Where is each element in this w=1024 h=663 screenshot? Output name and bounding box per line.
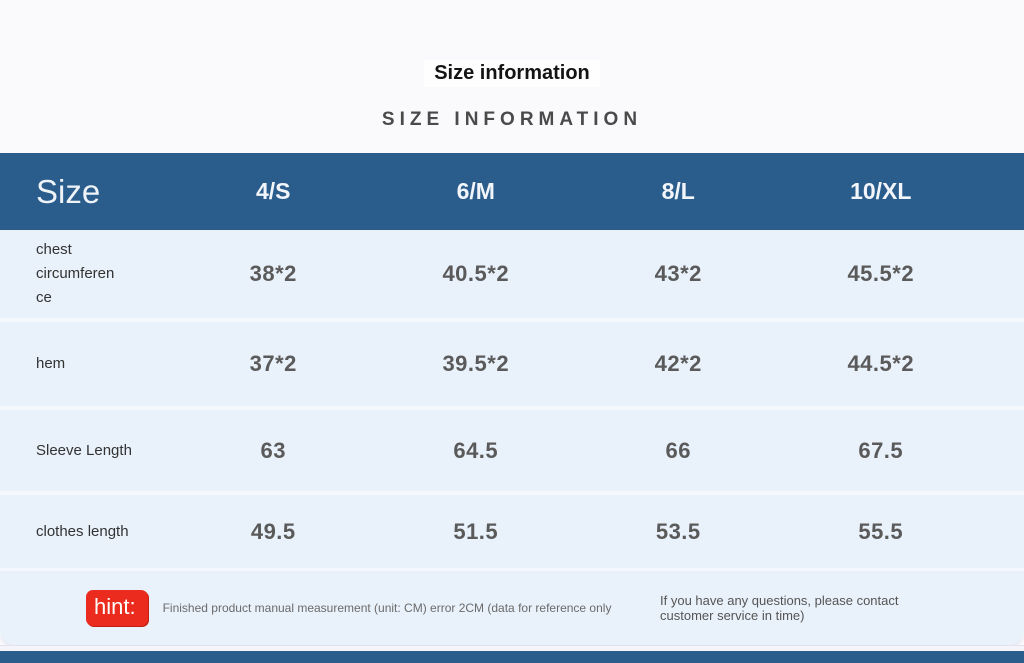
cell-chest-8l: 43*2 <box>654 261 702 286</box>
cell-sleeve-6m: 64.5 <box>453 437 499 463</box>
column-header-4s: 4/S <box>255 178 291 204</box>
cell-clothes-4s: 49.5 <box>250 518 296 544</box>
cell-chest-4s: 38*2 <box>249 261 297 286</box>
cell-sleeve-4s: 63 <box>260 437 286 463</box>
cell-sleeve-10xl: 67.5 <box>858 437 904 463</box>
row-label-chest: chest circumference <box>36 241 115 306</box>
hint-measurement-note: Finished product manual measurement (uni… <box>162 601 612 615</box>
page-title: Size information <box>424 60 600 87</box>
row-label-hem: hem <box>36 355 66 373</box>
cell-chest-6m: 40.5*2 <box>442 261 510 286</box>
size-header-label: Size <box>36 172 101 210</box>
cell-chest-10xl: 45.5*2 <box>847 261 915 286</box>
size-table: Size 4/S 6/M 8/L 10/XL chest circumferen… <box>0 153 1024 645</box>
cell-hem-6m: 39.5*2 <box>442 351 510 376</box>
column-header-6m: 6/M <box>456 178 495 204</box>
footer-accent-bar <box>0 651 1024 663</box>
column-header-10xl: 10/XL <box>850 178 912 204</box>
hint-badge: hint: <box>86 590 148 626</box>
hint-row: hint: Finished product manual measuremen… <box>0 571 1024 645</box>
row-label-clothes-length: clothes length <box>36 522 129 540</box>
cell-hem-4s: 37*2 <box>249 351 297 376</box>
table-row-clothes-length: clothes length 49.5 51.5 53.5 55.5 <box>0 495 1024 568</box>
column-header-8l: 8/L <box>661 178 695 204</box>
table-row-chest: chest circumference 38*2 40.5*2 43*2 45.… <box>0 230 1024 318</box>
table-row-hem: hem 37*2 39.5*2 42*2 44.5*2 <box>0 322 1024 406</box>
cell-hem-8l: 42*2 <box>654 351 702 376</box>
page-subtitle: SIZE INFORMATION <box>381 109 643 130</box>
footer-gap <box>0 645 1024 651</box>
cell-clothes-8l: 53.5 <box>655 518 701 544</box>
cell-clothes-10xl: 55.5 <box>858 518 904 544</box>
row-label-sleeve-length: Sleeve Length <box>36 441 132 459</box>
table-row-sleeve-length: Sleeve Length 63 64.5 66 67.5 <box>0 410 1024 491</box>
hint-customer-service-note: If you have any questions, please contac… <box>660 592 899 623</box>
cell-sleeve-8l: 66 <box>665 437 691 463</box>
title-section: Size information SIZE INFORMATION <box>0 0 1024 153</box>
table-header-row: Size 4/S 6/M 8/L 10/XL <box>0 153 1024 230</box>
cell-clothes-6m: 51.5 <box>453 518 499 544</box>
cell-hem-10xl: 44.5*2 <box>847 351 915 376</box>
